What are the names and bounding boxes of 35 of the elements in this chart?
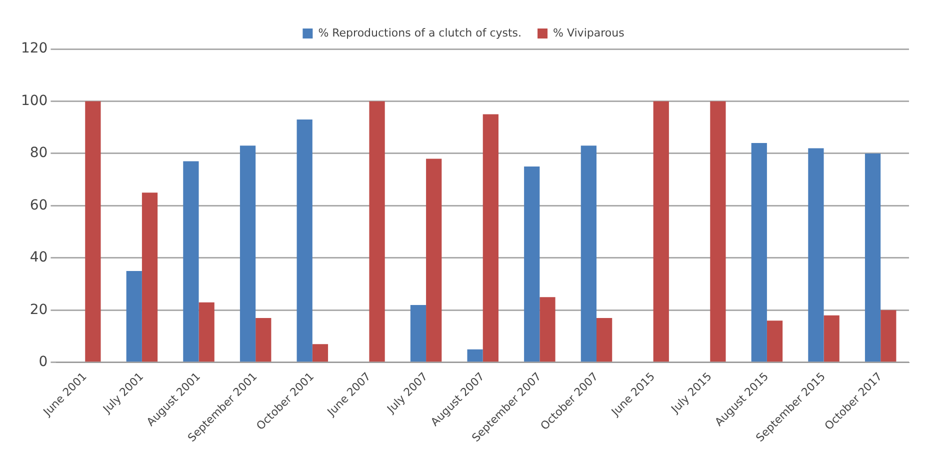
bar [296,120,312,362]
bar [864,153,881,362]
bar [256,318,272,362]
legend-label: % Reproductions of a clutch of cysts. [318,26,522,40]
bar [824,315,840,362]
bar [85,101,101,362]
bar [142,192,158,362]
bar [880,310,896,362]
bar [369,101,385,362]
y-tick-label: 80 [30,145,48,162]
y-tick-label: 0 [38,354,48,370]
bar [766,320,783,362]
bar [240,146,256,362]
bar [467,349,483,362]
bar [482,114,498,362]
bar [653,101,669,362]
bar [126,270,142,362]
bar [580,146,596,362]
y-tick-label: 20 [30,302,48,318]
legend-label: % Viviparous [553,26,625,40]
y-tick-label: 60 [30,197,48,214]
y-tick-label: 100 [20,92,48,109]
bar [710,101,726,362]
bar [808,148,824,362]
bar [540,297,556,362]
bar [198,302,214,362]
bar [524,166,540,362]
bar [183,161,199,362]
bar [312,344,328,362]
y-tick-label: 40 [30,250,48,266]
bar [751,143,767,362]
bar [410,304,426,362]
bar [596,318,612,362]
y-tick-label: 120 [20,40,48,57]
bar [426,158,442,362]
